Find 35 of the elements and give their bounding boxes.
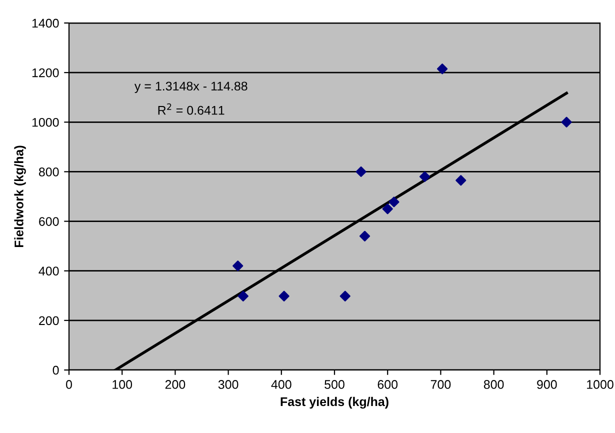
x-tick-label: 600: [378, 380, 398, 389]
x-tick-label: 700: [430, 380, 451, 389]
y-tick-label: 600: [39, 217, 59, 226]
point: [561, 116, 572, 128]
point: [388, 196, 400, 208]
x-tick-label: 800: [484, 380, 504, 389]
x-tick-label: 0: [66, 380, 72, 389]
annotation: y = 1.3148x - 114.88: [134, 82, 248, 94]
y-axis-title: Fieldwork (kg/ha): [14, 146, 26, 248]
x-tick-label: 900: [537, 380, 557, 389]
y-tick-label: 0: [52, 366, 59, 375]
x-tick-label: 100: [112, 380, 132, 389]
y-tick-label: 1200: [32, 68, 59, 78]
x-tick-label: 400: [271, 380, 292, 389]
point: [340, 290, 350, 302]
point: [232, 260, 244, 272]
point: [359, 230, 370, 242]
y-tick-label: 400: [38, 266, 59, 276]
y-tick-label: 800: [38, 168, 59, 176]
y-tick-label: 200: [39, 316, 59, 326]
x-tick-label: 300: [218, 380, 238, 389]
x-axis-title: Fast yields (kg/ha): [280, 396, 388, 409]
point: [382, 204, 393, 214]
y-tick-label: 1000: [32, 118, 59, 127]
point: [356, 166, 366, 178]
point: [436, 64, 448, 74]
x-tick-label: 200: [165, 380, 186, 389]
y-tick-label: 1400: [32, 18, 59, 28]
x-tick-label: 1000: [587, 380, 614, 389]
point: [278, 290, 290, 302]
point: [238, 290, 248, 302]
point: [419, 171, 430, 182]
x-tick-label: 500: [324, 380, 344, 389]
point: [456, 175, 466, 186]
annotation: R$^{2}$ = 0.6411: [158, 103, 224, 115]
